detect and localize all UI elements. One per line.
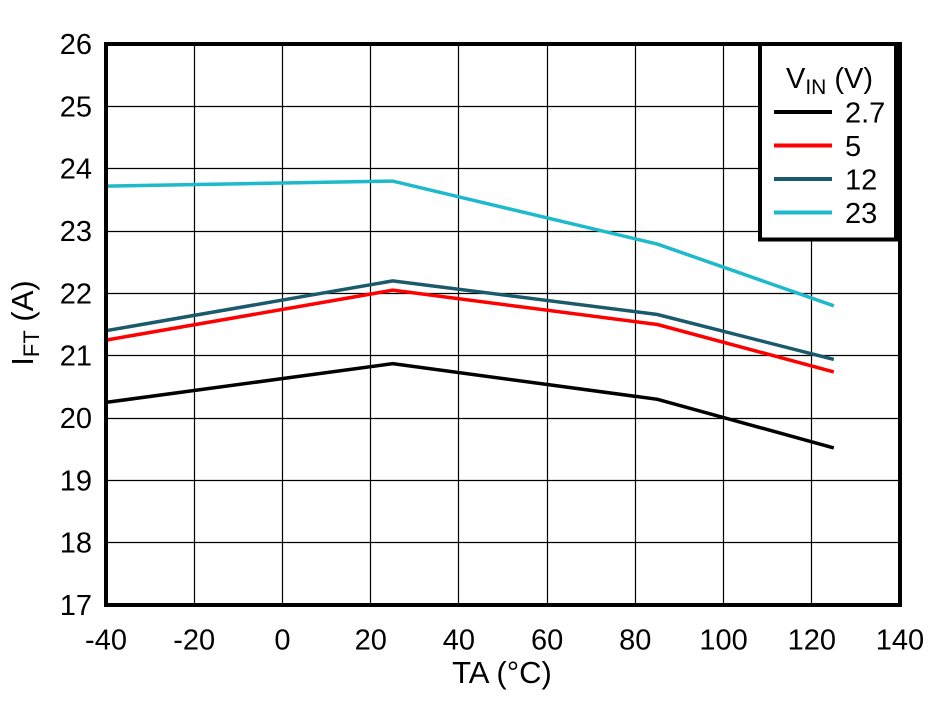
svg-text:100: 100 [699,625,747,657]
svg-text:120: 120 [788,625,836,657]
svg-text:25: 25 [60,91,92,123]
svg-text:-40: -40 [85,625,127,657]
svg-text:VIN (V): VIN (V) [786,63,873,99]
svg-text:12: 12 [845,164,877,196]
svg-text:20: 20 [355,625,387,657]
svg-text:TA (°C): TA (°C) [452,655,552,690]
svg-text:5: 5 [845,131,861,163]
svg-text:18: 18 [60,528,92,560]
svg-text:140: 140 [876,625,924,657]
svg-text:2.7: 2.7 [845,97,885,129]
svg-text:23: 23 [845,198,877,230]
svg-text:20: 20 [60,403,92,435]
svg-text:19: 19 [60,465,92,497]
svg-text:21: 21 [60,341,92,373]
svg-text:26: 26 [60,29,92,61]
svg-text:17: 17 [60,590,92,622]
svg-text:23: 23 [60,216,92,248]
svg-text:22: 22 [60,278,92,310]
svg-text:0: 0 [274,625,290,657]
svg-text:24: 24 [60,154,92,186]
svg-text:40: 40 [443,625,475,657]
svg-text:60: 60 [531,625,563,657]
svg-text:-20: -20 [173,625,215,657]
svg-text:80: 80 [619,625,651,657]
